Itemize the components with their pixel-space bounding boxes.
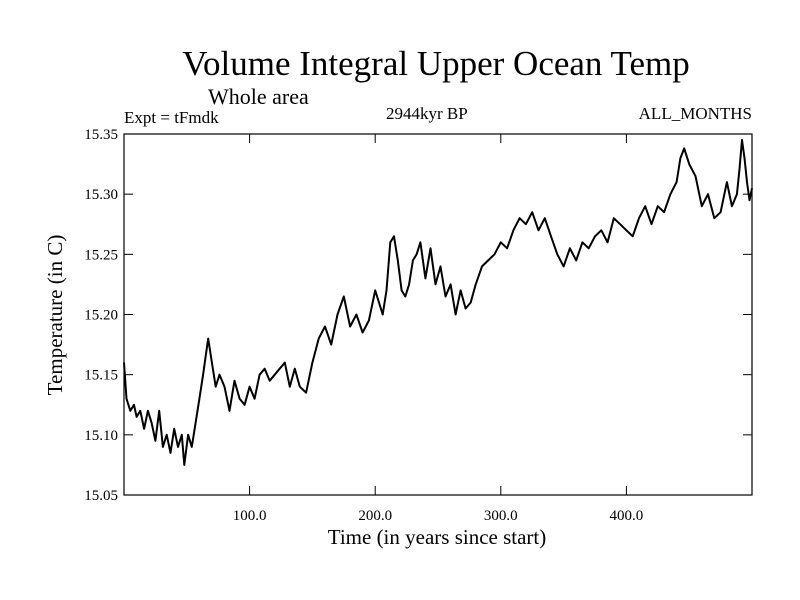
y-tick-label: 15.10 xyxy=(84,428,118,444)
y-tick-label: 15.35 xyxy=(84,127,118,143)
months-label: ALL_MONTHS xyxy=(638,104,752,123)
y-axis: 15.05 15.10 15.15 15.20 15.25 15.30 15.35 xyxy=(84,127,752,504)
y-tick-label: 15.25 xyxy=(84,247,118,263)
y-axis-label: Temperature (in C) xyxy=(43,235,67,396)
chart-subtitle: Whole area xyxy=(208,84,309,109)
x-tick-label: 300.0 xyxy=(484,508,518,524)
x-tick-label: 400.0 xyxy=(610,508,644,524)
experiment-label: Expt = tFmdk xyxy=(124,108,219,127)
y-tick-label: 15.05 xyxy=(84,488,118,504)
x-tick-label: 100.0 xyxy=(233,508,267,524)
chart-title: Volume Integral Upper Ocean Temp xyxy=(182,44,690,83)
x-tick-label: 200.0 xyxy=(358,508,392,524)
x-axis: 100.0 200.0 300.0 400.0 xyxy=(233,134,644,524)
plot-frame xyxy=(123,133,753,496)
period-label: 2944kyr BP xyxy=(386,104,468,123)
y-tick-label: 15.30 xyxy=(84,187,118,203)
x-axis-label: Time (in years since start) xyxy=(328,525,547,549)
y-tick-label: 15.20 xyxy=(84,308,118,324)
y-tick-label: 15.15 xyxy=(84,368,118,384)
temperature-series-line xyxy=(123,139,753,466)
